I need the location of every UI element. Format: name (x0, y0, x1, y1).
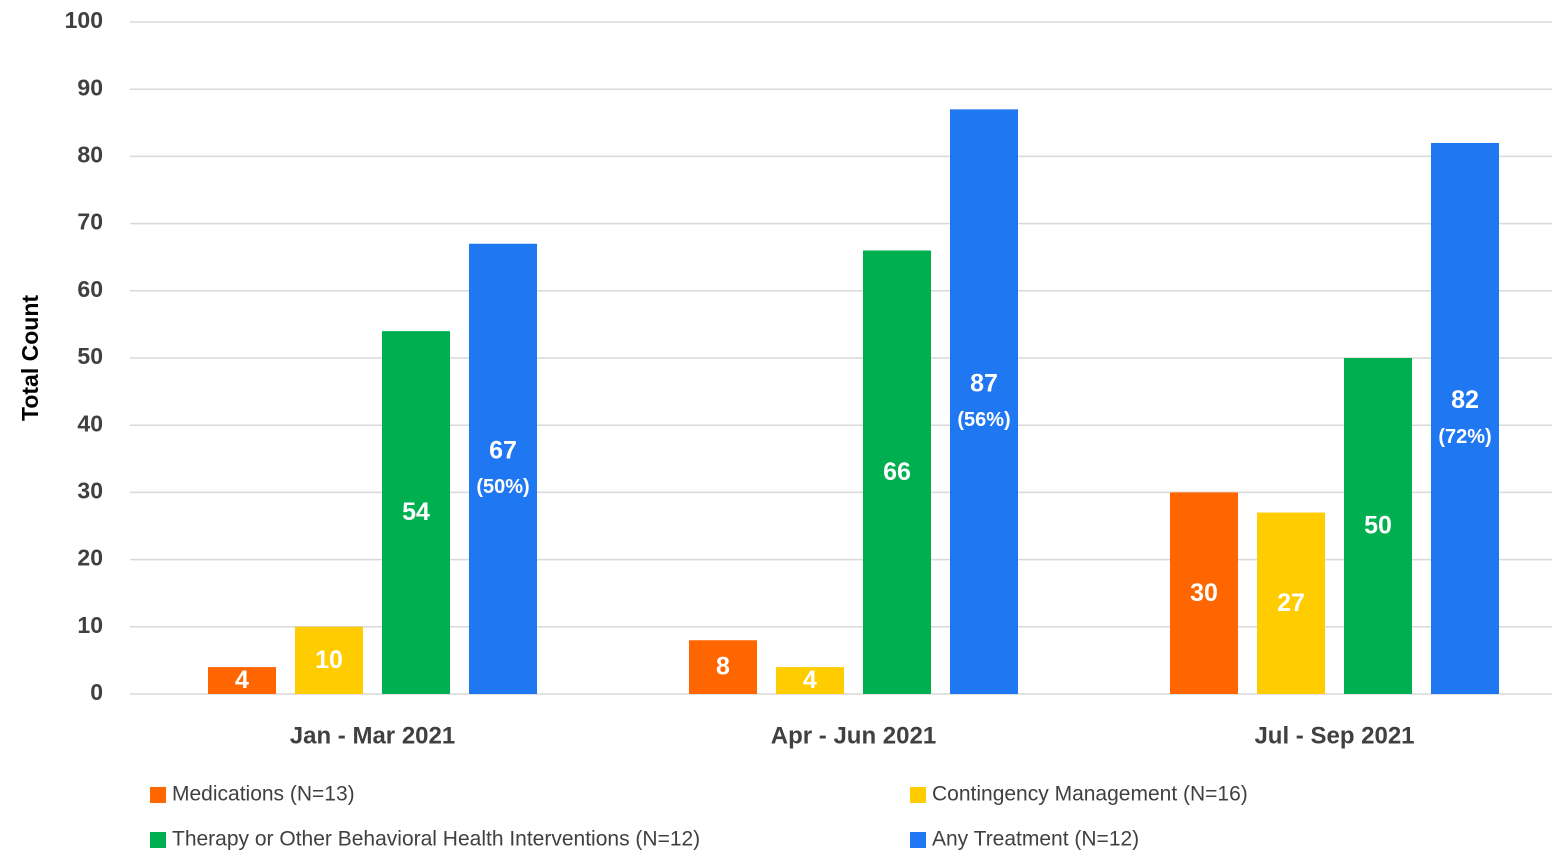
data-label: 87 (970, 369, 998, 397)
x-tick-label: Apr - Jun 2021 (771, 722, 936, 749)
data-label: 30 (1190, 579, 1218, 607)
data-label: 66 (883, 458, 911, 486)
y-axis-label: Total Count (17, 295, 43, 421)
y-tick-label: 90 (77, 74, 103, 100)
legend-swatch (910, 787, 926, 803)
y-tick-label: 60 (77, 276, 103, 302)
data-label: 67 (489, 436, 517, 464)
data-label: 50 (1364, 512, 1392, 540)
data-label: 8 (716, 653, 730, 681)
legend-label: Medications (N=13) (172, 783, 355, 806)
data-label: 4 (235, 666, 249, 694)
bar (863, 250, 931, 695)
data-label: 10 (315, 646, 343, 674)
data-label: 27 (1277, 589, 1305, 617)
bar (295, 626, 363, 694)
legend-label: Any Treatment (N=12) (932, 828, 1139, 851)
legend-swatch (150, 832, 166, 848)
x-tick-label: Jan - Mar 2021 (290, 722, 455, 749)
bar (776, 667, 844, 694)
bar (689, 640, 757, 694)
legend-swatch (910, 832, 926, 848)
bar (1431, 142, 1499, 694)
bar (208, 667, 276, 694)
y-tick-label: 70 (77, 209, 103, 235)
percent-label: (56%) (957, 409, 1010, 431)
data-label: 4 (803, 666, 817, 694)
y-tick-label: 0 (90, 679, 103, 705)
y-tick-label: 100 (65, 7, 103, 33)
percent-label: (50%) (476, 476, 529, 498)
bar (1257, 512, 1325, 694)
data-label: 82 (1451, 386, 1479, 414)
data-label: 54 (402, 498, 430, 526)
percent-label: (72%) (1438, 426, 1491, 448)
bar (950, 109, 1018, 695)
bar (1170, 492, 1238, 694)
y-tick-label: 80 (77, 141, 103, 167)
y-tick-label: 50 (77, 343, 103, 369)
y-tick-label: 40 (77, 410, 103, 436)
bar (382, 331, 450, 694)
x-tick-label: Jul - Sep 2021 (1254, 722, 1414, 749)
y-tick-label: 30 (77, 477, 103, 503)
legend-label: Therapy or Other Behavioral Health Inter… (172, 828, 700, 851)
legend-swatch (150, 787, 166, 803)
y-tick-label: 20 (77, 545, 103, 571)
bar (469, 243, 537, 694)
y-tick-label: 10 (77, 612, 103, 638)
bar (1344, 358, 1412, 694)
legend-label: Contingency Management (N=16) (932, 783, 1248, 806)
